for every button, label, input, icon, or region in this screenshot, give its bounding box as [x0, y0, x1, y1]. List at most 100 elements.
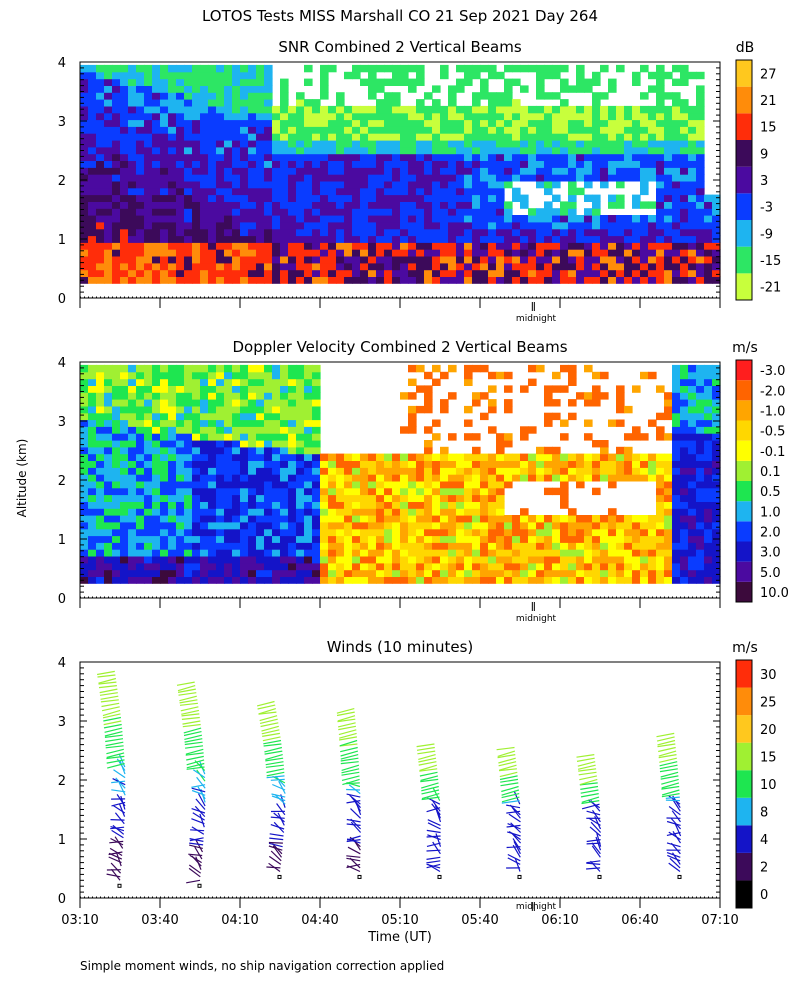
heatmap-cell: [144, 133, 153, 141]
heatmap-cell: [424, 521, 433, 530]
heatmap-cell: [320, 85, 329, 93]
heatmap-cell: [200, 515, 209, 523]
heatmap-cell: [296, 569, 305, 577]
heatmap-cell: [272, 249, 281, 257]
heatmap-cell: [512, 160, 521, 168]
heatmap-cell: [104, 562, 113, 571]
heatmap-cell: [424, 133, 433, 141]
heatmap-cell: [680, 562, 689, 571]
heatmap-cell: [280, 85, 289, 93]
heatmap-cell: [552, 119, 561, 127]
heatmap-cell: [440, 494, 449, 502]
heatmap-cell: [224, 515, 233, 523]
heatmap-cell: [672, 562, 681, 571]
heatmap-cell: [536, 105, 545, 114]
heatmap-cell: [480, 78, 489, 86]
heatmap-cell: [144, 153, 153, 161]
heatmap-cell: [296, 521, 305, 530]
heatmap-cell: [512, 235, 521, 243]
heatmap-cell: [496, 480, 505, 489]
heatmap-cell: [240, 515, 249, 523]
heatmap-cell: [408, 262, 417, 271]
wind-barb: [666, 852, 681, 858]
wind-barb: [111, 780, 126, 784]
heatmap-cell: [568, 105, 577, 114]
heatmap-cell: [400, 133, 409, 141]
heatmap-cell: [264, 242, 273, 250]
wind-barb: [100, 699, 119, 703]
heatmap-cell: [392, 146, 401, 155]
heatmap-cell: [672, 446, 681, 455]
heatmap-cell: [584, 119, 593, 127]
heatmap-cell: [256, 474, 265, 482]
heatmap-cell: [336, 474, 345, 482]
heatmap-cell: [200, 542, 209, 550]
heatmap-cell: [184, 487, 193, 496]
heatmap-cell: [184, 440, 193, 448]
heatmap-cell: [264, 371, 273, 380]
heatmap-cell: [432, 235, 441, 243]
heatmap-cell: [240, 392, 249, 400]
heatmap-cell: [224, 385, 233, 393]
heatmap-cell: [304, 215, 313, 223]
heatmap-cell: [208, 126, 217, 134]
heatmap-cell: [600, 140, 609, 148]
wind-barb: [432, 841, 441, 855]
heatmap-cell: [320, 235, 329, 243]
heatmap-cell: [144, 562, 153, 571]
heatmap-cell: [520, 228, 529, 237]
heatmap-cell: [336, 480, 345, 489]
heatmap-cell: [400, 494, 409, 502]
heatmap-cell: [224, 480, 233, 489]
heatmap-cell: [456, 187, 465, 196]
heatmap-cell: [232, 167, 241, 175]
heatmap-cell: [448, 576, 457, 584]
heatmap-cell: [248, 208, 257, 216]
heatmap-cell: [208, 208, 217, 216]
heatmap-cell: [640, 201, 649, 209]
heatmap-cell: [192, 119, 201, 127]
heatmap-cell: [304, 180, 313, 189]
heatmap-cell: [600, 221, 609, 230]
wind-barb: [266, 771, 285, 777]
heatmap-cell: [608, 160, 617, 168]
heatmap-cell: [656, 215, 665, 223]
heatmap-cell: [248, 371, 257, 380]
heatmap-cell: [136, 276, 145, 284]
heatmap-cell: [576, 262, 585, 271]
heatmap-cell: [208, 446, 217, 455]
heatmap-cell: [592, 99, 601, 107]
heatmap-cell: [560, 364, 569, 373]
heatmap-cell: [576, 576, 585, 584]
heatmap-cell: [288, 569, 297, 577]
heatmap-cell: [216, 569, 225, 577]
wind-barb: [668, 831, 681, 841]
heatmap-cell: [688, 262, 697, 271]
heatmap-cell: [80, 201, 89, 209]
heatmap-cell: [496, 487, 505, 496]
heatmap-cell: [120, 99, 129, 107]
heatmap-cell: [296, 549, 305, 557]
heatmap-cell: [560, 385, 569, 393]
heatmap-cell: [512, 78, 521, 86]
heatmap-cell: [112, 105, 121, 114]
heatmap-cell: [528, 576, 537, 584]
heatmap-cell: [360, 119, 369, 127]
heatmap-cell: [656, 167, 665, 175]
heatmap-cell: [336, 535, 345, 543]
heatmap-cell: [280, 399, 289, 407]
heatmap-cell: [624, 112, 633, 121]
heatmap-cell: [128, 453, 137, 461]
heatmap-cell: [288, 140, 297, 148]
heatmap-cell: [232, 521, 241, 530]
heatmap-cell: [328, 460, 337, 468]
heatmap-cell: [352, 167, 361, 175]
heatmap-cell: [280, 405, 289, 414]
heatmap-cell: [672, 215, 681, 223]
heatmap-cell: [136, 364, 145, 373]
heatmap-cell: [128, 133, 137, 141]
heatmap-cell: [304, 480, 313, 489]
heatmap-cell: [496, 521, 505, 530]
heatmap-cell: [240, 180, 249, 189]
heatmap-cell: [352, 140, 361, 148]
